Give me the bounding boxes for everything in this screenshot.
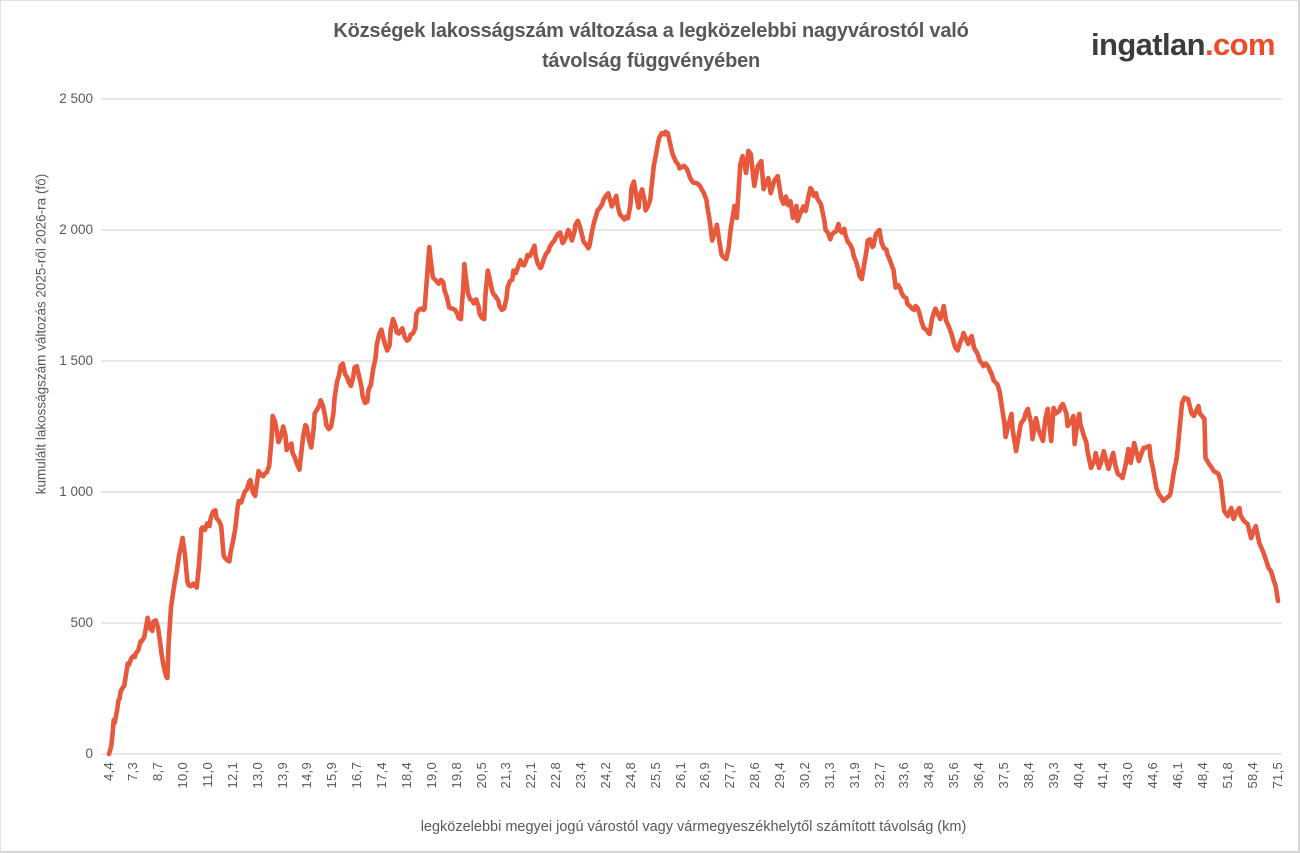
x-tick-label: 24,8 [622,762,638,789]
x-tick-label: 21,3 [498,762,514,789]
x-tick-label: 13,9 [274,762,290,789]
x-tick-label: 33,6 [896,762,912,789]
x-tick-label: 29,4 [772,762,788,789]
x-tick-label: 43,0 [1120,762,1136,789]
x-tick-label: 41,4 [1095,762,1111,789]
x-tick-label: 31,9 [846,762,862,789]
x-tick-label: 31,3 [821,762,837,789]
x-tick-label: 30,2 [796,762,812,789]
x-tick-label: 38,4 [1020,762,1036,789]
x-tick-label: 20,5 [473,762,489,789]
x-tick-label: 71,5 [1269,762,1285,789]
x-tick-label: 36,4 [971,762,987,789]
x-tick-label: 10,0 [175,762,191,789]
x-tick-label: 26,1 [672,762,688,789]
x-tick-label: 37,5 [995,762,1011,789]
x-tick-label: 19,0 [423,762,439,789]
x-tick-label: 23,4 [573,762,589,789]
x-tick-label: 28,6 [747,762,763,789]
y-tick-label: 0 [85,746,93,761]
x-tick-label: 39,3 [1045,762,1061,789]
x-tick-label: 44,6 [1145,762,1161,789]
x-tick-label: 26,9 [697,762,713,789]
x-tick-label: 48,4 [1194,762,1210,789]
x-tick-label: 25,5 [647,762,663,789]
y-tick-label: 1 000 [59,484,93,499]
x-tick-label: 19,8 [448,762,464,789]
x-tick-label: 58,4 [1244,762,1260,789]
x-tick-label: 17,4 [374,762,390,789]
page-title: Községek lakosságszám változása a legköz… [171,16,1131,76]
x-tick-label: 40,4 [1070,762,1086,789]
y-tick-label: 2 000 [59,222,93,237]
ingatlan-logo: ingatlan.com [1090,27,1276,63]
x-tick-label: 7,3 [125,762,141,781]
page-title-line2: távolság függvényében [541,50,761,72]
x-tick-label: 13,0 [249,762,265,789]
x-axis-title: legközelebbi megyei jogú várostól vagy v… [420,819,967,835]
x-tick-label: 15,9 [324,762,340,789]
x-tick-label: 32,7 [871,762,887,789]
gridlines [101,98,1282,755]
x-tick-label: 22,1 [523,762,539,789]
x-tick-label: 27,7 [722,762,738,789]
y-tick-label: 1 500 [59,353,93,368]
x-tick-label: 22,8 [548,762,564,789]
x-tick-label: 14,9 [299,762,315,789]
x-tick-label: 24,2 [597,762,613,789]
logo-tld: .com [1205,27,1276,62]
x-tick-label: 18,4 [398,762,414,789]
y-tick-label: 2 500 [59,91,93,106]
x-tick-label: 34,8 [921,762,937,789]
x-tick-label: 12,1 [224,762,240,789]
x-tick-label: 35,6 [946,762,962,789]
logo-name: ingatlan [1090,27,1206,62]
x-tick-label: 46,1 [1170,762,1185,789]
data-line [106,129,1281,757]
y-tick-label: 500 [70,615,93,630]
x-tick-label: 11,0 [199,762,215,788]
x-tick-label: 51,8 [1219,762,1235,789]
x-tick-label: 8,7 [150,762,166,781]
x-tick-label: 4,4 [100,762,116,781]
page-title-line1: Községek lakosságszám változása a legköz… [333,20,969,42]
x-tick-label: 16,7 [349,762,365,789]
